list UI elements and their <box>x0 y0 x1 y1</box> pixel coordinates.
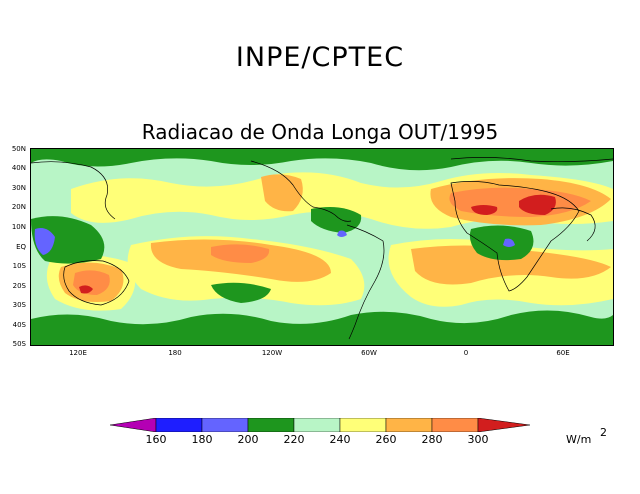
lon-label-60e: 60E <box>556 349 570 357</box>
band-200-220-north <box>31 149 613 171</box>
lon-label-180: 180 <box>168 349 182 357</box>
lat-label-20s: 20S <box>12 282 26 290</box>
band-200-220-central-africa <box>469 225 534 261</box>
colorbar-label-220: 220 <box>283 433 305 446</box>
coast-north-america <box>250 160 352 222</box>
coast-africa <box>450 181 580 292</box>
lon-label-120e: 120E <box>69 349 87 357</box>
map-title: Radiacao de Onda Longa OUT/1995 <box>141 120 499 144</box>
band-180-200-africa <box>503 238 515 247</box>
olr-map <box>30 148 614 346</box>
coast-south-america <box>346 224 385 340</box>
band-180-200-america <box>337 230 347 237</box>
lat-label-50s: 50S <box>12 340 26 348</box>
colorbar-lt160 <box>110 418 157 432</box>
colorbar-label-280: 280 <box>421 433 443 446</box>
units-exponent: 2 <box>600 426 607 439</box>
band-200-220-south <box>31 310 613 345</box>
band-gt300-sahara-east <box>519 194 556 215</box>
header-title: INPE/CPTEC <box>235 42 405 73</box>
band-180-200-indonesia <box>34 228 55 255</box>
band-260-280-south-atlantic <box>411 245 611 285</box>
band-200-220-south-pacific <box>211 282 271 303</box>
colorbar-label-260: 260 <box>375 433 397 446</box>
units-label: W/m <box>566 433 592 446</box>
lat-label-40n: 40N <box>11 164 26 172</box>
lat-label-50n: 50N <box>11 145 26 153</box>
colorbar-260-280 <box>385 418 433 432</box>
colorbar-gt300 <box>477 418 530 432</box>
colorbar-label-300: 300 <box>467 433 489 446</box>
band-gt300-sahara-west <box>471 205 498 215</box>
lat-label-40s: 40S <box>12 321 26 329</box>
colorbar-280-300 <box>431 418 479 432</box>
coast-australia <box>63 260 130 306</box>
olr-contour-field <box>31 149 613 345</box>
band-200-220-central-america <box>311 207 362 233</box>
band-200-220-maritime-continent <box>31 216 105 264</box>
colorbar-200-220 <box>247 418 295 432</box>
band-gt300-australia <box>79 285 93 294</box>
coast-europe-asia <box>450 157 613 163</box>
band-280-300-pacific <box>211 244 270 263</box>
colorbar-label-200: 200 <box>237 433 259 446</box>
lat-label-30s: 30S <box>12 301 26 309</box>
lon-label-60w: 60W <box>361 349 377 357</box>
colorbar-label-180: 180 <box>191 433 213 446</box>
lat-label-eq: EQ <box>16 243 26 251</box>
lat-label-10s: 10S <box>12 262 26 270</box>
lat-label-30n: 30N <box>11 184 26 192</box>
coast-east-asia <box>31 161 116 220</box>
colorbar-label-160: 160 <box>145 433 167 446</box>
colorbar-220-240 <box>293 418 341 432</box>
coastlines <box>31 157 613 340</box>
colorbar <box>110 418 530 432</box>
lat-label-20n: 20N <box>11 203 26 211</box>
colorbar-180-200 <box>201 418 249 432</box>
colorbar-label-240: 240 <box>329 433 351 446</box>
colorbar-160-180 <box>155 418 203 432</box>
lat-label-10n: 10N <box>11 223 26 231</box>
lon-label-120w: 120W <box>261 349 283 357</box>
coast-india <box>550 207 596 242</box>
colorbar-240-260 <box>339 418 387 432</box>
lon-label-0: 0 <box>463 349 469 357</box>
